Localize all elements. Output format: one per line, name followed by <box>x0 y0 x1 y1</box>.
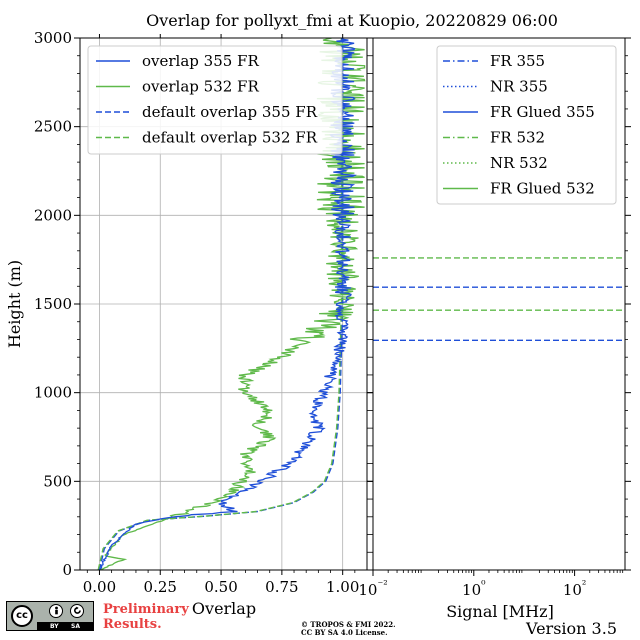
overlap-y-tick-label: 1000 <box>34 384 72 402</box>
signal-x-tick-label: 10² <box>563 578 587 599</box>
copyright-note: © TROPOS & FMI 2022. CC BY SA 4.0 Licens… <box>301 621 396 637</box>
overlap-x-tick-label: 0.00 <box>83 578 116 596</box>
cc-license-badge: cc BY SA <box>6 601 94 631</box>
overlap-legend-label: default overlap 532 FR <box>142 129 318 147</box>
overlap-x-tick-label: 0.25 <box>144 578 177 596</box>
overlap-y-label: Height (m) <box>5 260 24 348</box>
signal-x-label: Signal [MHz] <box>446 602 554 621</box>
signal-axes: 10⁻² 10⁰ 10² Signal [MHz] FR 355 NR 355 FR G… <box>358 37 626 621</box>
preliminary-line-1: Preliminary <box>103 602 189 617</box>
signal-legend-label: NR 355 <box>490 78 548 96</box>
overlap-legend-label: default overlap 355 FR <box>142 103 318 121</box>
signal-x-tick-exponent: ⁰ <box>481 578 486 591</box>
version-label: Version 3.5 <box>526 619 617 638</box>
copyright-line-1: © TROPOS & FMI 2022. <box>301 620 396 629</box>
copyright-line-2: CC BY SA 4.0 License. <box>301 628 388 637</box>
overlap-ticks: 0.00 0.25 0.50 0.75 1.00 0 500 1000 1500 2000 2500… <box>34 29 631 596</box>
preliminary-notice: Preliminary Results. <box>103 602 189 632</box>
signal-x-tick-label: 10⁰ <box>462 578 486 599</box>
overlap-y-tick-label: 2500 <box>34 118 72 136</box>
overlap-legend-box <box>87 45 343 155</box>
preliminary-line-2: Results. <box>103 617 162 632</box>
overlap-axes: 0.00 0.25 0.50 0.75 1.00 0 500 1000 1500 2000 2500… <box>5 29 631 618</box>
signal-legend-label: NR 532 <box>490 154 548 172</box>
share-alike-icon <box>70 604 84 618</box>
signal-axes-frame <box>372 37 626 571</box>
license-sa-label: SA <box>71 623 80 630</box>
person-icon <box>49 604 63 618</box>
cc-logo-icon: cc <box>11 605 33 627</box>
figure-title: Overlap for pollyxt_fmi at Kuopio, 20220… <box>146 11 558 30</box>
default-overlap-532-line <box>97 38 343 570</box>
signal-plot-area <box>373 257 625 342</box>
signal-legend: FR 355 NR 355 FR Glued 355 FR 532 NR 532 FR G… <box>436 45 617 205</box>
overlap-y-tick-label: 3000 <box>34 29 72 47</box>
overlap-y-tick-label: 1500 <box>34 295 72 313</box>
overlap-y-tick-label: 500 <box>43 472 72 490</box>
overlap-legend: overlap 355 FR overlap 532 FR default over… <box>87 45 343 155</box>
overlap-x-label: Overlap <box>192 599 256 618</box>
overlap-x-tick-label: 0.50 <box>204 578 237 596</box>
overlap-legend-label: overlap 532 FR <box>142 78 259 96</box>
signal-legend-label: FR 532 <box>490 129 545 147</box>
overlap-legend-label: overlap 355 FR <box>142 52 259 70</box>
signal-x-tick-exponent: ² <box>582 578 586 591</box>
license-by-label: BY <box>50 623 59 630</box>
overlap-y-tick-label: 2000 <box>34 206 72 224</box>
signal-legend-box <box>436 45 617 205</box>
signal-x-tick-label: 10⁻² <box>358 578 387 599</box>
overlap-355-line <box>98 38 357 570</box>
overlap-y-tick-label: 0 <box>62 561 72 579</box>
license-label-bar: BY SA <box>37 622 94 631</box>
overlap-x-tick-label: 0.75 <box>265 578 298 596</box>
signal-legend-label: FR Glued 532 <box>490 180 595 198</box>
overlap-x-tick-label: 1.00 <box>326 578 359 596</box>
signal-ticks: 10⁻² 10⁰ 10² <box>358 570 624 599</box>
signal-legend-label: FR 355 <box>490 52 545 70</box>
signal-x-tick-exponent: ⁻² <box>377 578 387 591</box>
signal-legend-label: FR Glued 355 <box>490 103 595 121</box>
